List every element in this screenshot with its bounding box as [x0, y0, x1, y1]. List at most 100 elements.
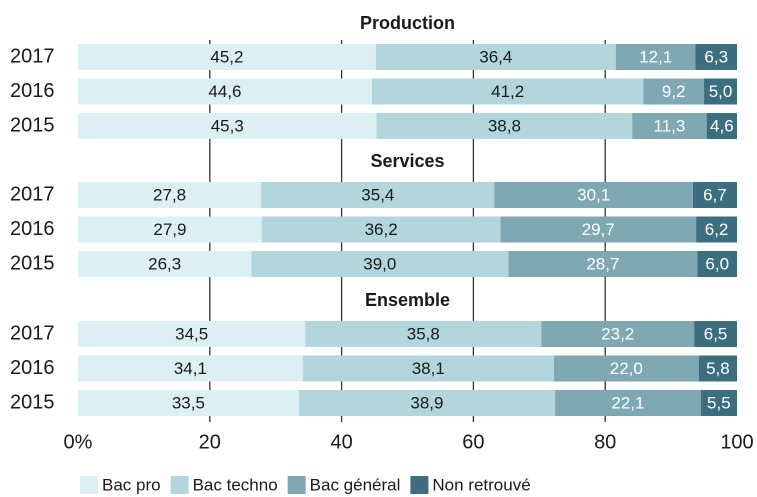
x-tick-label: 40 — [330, 431, 352, 453]
value-label: 11,3 — [654, 116, 686, 135]
bar-segment — [298, 390, 556, 416]
value-label: 12,1 — [639, 47, 672, 66]
value-label: 38,1 — [412, 359, 445, 378]
value-label: 45,2 — [210, 47, 243, 66]
value-label: 22,1 — [611, 393, 644, 412]
value-label: 30,1 — [577, 185, 610, 204]
bar-segment — [553, 355, 699, 382]
bar-segment — [698, 355, 737, 382]
value-label: 6,3 — [704, 47, 728, 66]
legend-label: Bac général — [310, 475, 401, 494]
bar-segment — [632, 113, 707, 139]
y-tick-label: 2016 — [10, 357, 55, 379]
bar-segment — [78, 78, 372, 105]
value-label: 27,9 — [153, 220, 186, 239]
value-label: 9,2 — [662, 82, 686, 101]
bar-segment — [494, 182, 693, 208]
value-label: 6,5 — [704, 324, 728, 343]
y-tick-label: 2016 — [10, 218, 55, 240]
value-label: 34,1 — [174, 359, 207, 378]
bar-segment — [78, 216, 262, 243]
value-label: 41,2 — [491, 82, 524, 101]
value-label: 26,3 — [148, 254, 181, 273]
panel-title: Ensemble — [365, 290, 450, 310]
bar-segment — [305, 321, 542, 347]
value-label: 22,0 — [610, 359, 643, 378]
value-label: 23,2 — [601, 324, 634, 343]
legend-swatch — [170, 476, 189, 494]
bar-segment — [251, 251, 509, 277]
value-label: 6,0 — [705, 254, 729, 273]
value-label: 35,8 — [407, 324, 440, 343]
bar-segment — [696, 216, 737, 243]
value-label: 28,7 — [586, 254, 619, 273]
bar-segment — [697, 251, 737, 277]
value-label: 5,8 — [706, 359, 730, 378]
bar-segment — [78, 182, 262, 208]
panel-title: Production — [360, 13, 455, 33]
value-label: 5,5 — [707, 393, 731, 412]
value-label: 5,0 — [709, 82, 733, 101]
x-tick-label: 100 — [720, 431, 753, 453]
value-label: 27,8 — [153, 185, 186, 204]
bar-segment — [376, 113, 633, 139]
legend-label: Bac pro — [102, 475, 161, 494]
value-label: 35,4 — [361, 185, 394, 204]
value-label: 39,0 — [363, 254, 396, 273]
bar-segment — [78, 390, 299, 416]
y-tick-label: 2017 — [10, 45, 55, 67]
legend-swatch — [80, 476, 98, 494]
y-tick-label: 2017 — [10, 183, 55, 205]
bar-segment — [704, 78, 737, 105]
bar-segment — [371, 78, 644, 105]
value-label: 36,4 — [479, 47, 512, 66]
x-tick-label: 80 — [594, 431, 616, 453]
bar-segment — [508, 251, 698, 277]
bar-segment — [500, 216, 697, 243]
value-label: 4,6 — [710, 116, 734, 135]
bar-segment — [706, 113, 737, 139]
bar-segment — [261, 216, 501, 243]
bar-segment — [78, 321, 306, 347]
legend-label: Bac techno — [193, 475, 278, 494]
bar-segment — [78, 355, 303, 382]
value-label: 6,2 — [705, 220, 729, 239]
panel-title: Services — [370, 151, 444, 171]
bar-segment — [261, 182, 495, 208]
value-label: 6,7 — [703, 185, 727, 204]
y-tick-label: 2015 — [10, 391, 55, 413]
value-label: 38,8 — [488, 116, 521, 135]
bars: 45,2 36,4 12,1 6,3 44,6 41,2 9,2 5,0 45,3 38,8 11,… — [78, 44, 737, 416]
bar-segment — [541, 321, 695, 347]
bar-segment — [700, 390, 737, 416]
bar-segment — [302, 355, 554, 382]
bar-segment — [78, 113, 377, 139]
value-label: 29,7 — [582, 220, 615, 239]
bar-segment — [643, 78, 705, 105]
bar-segment — [694, 321, 737, 347]
bar-segment — [555, 390, 701, 416]
legend-swatch — [410, 476, 429, 494]
legend-swatch — [287, 476, 306, 494]
bar-segment — [615, 44, 696, 70]
x-tick-label: 60 — [462, 431, 484, 453]
bar-segment — [692, 182, 737, 208]
y-tick-label: 2017 — [10, 322, 55, 344]
legend-label: Non retrouvé — [432, 475, 530, 494]
value-label: 38,9 — [410, 393, 443, 412]
y-tick-label: 2015 — [10, 252, 55, 274]
x-tick-label: 0% — [64, 431, 93, 453]
value-label: 33,5 — [172, 393, 205, 412]
bar-segment — [78, 251, 252, 277]
y-tick-label: 2016 — [10, 80, 55, 102]
bar-segment — [78, 44, 376, 70]
value-label: 36,2 — [365, 220, 398, 239]
value-label: 45,3 — [211, 116, 244, 135]
y-tick-label: 2015 — [10, 114, 55, 136]
value-label: 44,6 — [208, 82, 241, 101]
x-tick-label: 20 — [199, 431, 221, 453]
bar-segment — [375, 44, 616, 70]
bar-segment — [695, 44, 737, 70]
value-label: 34,5 — [175, 324, 208, 343]
